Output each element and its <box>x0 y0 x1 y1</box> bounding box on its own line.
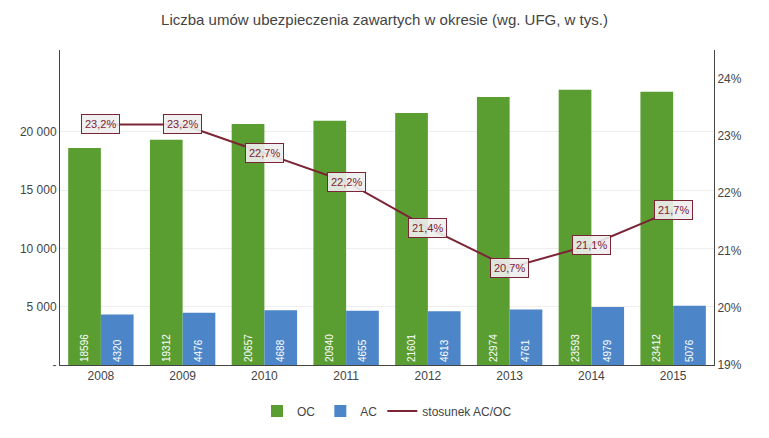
svg-text:22%: 22% <box>717 186 741 200</box>
svg-text:21601: 21601 <box>406 334 417 362</box>
svg-text:19312: 19312 <box>161 334 172 362</box>
svg-text:2012: 2012 <box>415 369 442 383</box>
svg-text:20%: 20% <box>717 301 741 315</box>
svg-text:2013: 2013 <box>496 369 523 383</box>
svg-text:22,7%: 22,7% <box>249 147 280 159</box>
svg-text:23412: 23412 <box>651 334 662 362</box>
svg-text:23,2%: 23,2% <box>85 118 116 130</box>
svg-text:23,2%: 23,2% <box>167 118 198 130</box>
svg-text:2010: 2010 <box>251 369 278 383</box>
svg-text:AC: AC <box>360 405 377 419</box>
svg-text:21,7%: 21,7% <box>658 204 689 216</box>
svg-text:OC: OC <box>297 405 315 419</box>
svg-text:4979: 4979 <box>602 339 613 362</box>
svg-text:4761: 4761 <box>520 339 531 362</box>
svg-text:-: - <box>53 358 57 372</box>
svg-text:4320: 4320 <box>112 339 123 362</box>
svg-text:4655: 4655 <box>357 339 368 362</box>
svg-text:5076: 5076 <box>684 339 695 362</box>
svg-text:23593: 23593 <box>570 334 581 362</box>
svg-text:21%: 21% <box>717 244 741 258</box>
svg-text:Liczba umów ubezpieczenia zawa: Liczba umów ubezpieczenia zawartych w ok… <box>161 11 608 28</box>
svg-text:20940: 20940 <box>324 334 335 362</box>
svg-text:4688: 4688 <box>275 339 286 362</box>
svg-text:15 000: 15 000 <box>20 183 57 197</box>
svg-text:4476: 4476 <box>193 339 204 362</box>
svg-text:2011: 2011 <box>333 369 359 383</box>
svg-text:18596: 18596 <box>79 334 90 362</box>
svg-text:22,2%: 22,2% <box>331 176 362 188</box>
svg-text:20 000: 20 000 <box>20 125 57 139</box>
svg-text:20657: 20657 <box>243 334 254 362</box>
svg-text:10 000: 10 000 <box>20 242 57 256</box>
svg-text:2009: 2009 <box>169 369 196 383</box>
svg-text:23%: 23% <box>717 129 741 143</box>
svg-text:21,1%: 21,1% <box>576 239 607 251</box>
svg-text:5 000: 5 000 <box>27 300 57 314</box>
svg-text:22974: 22974 <box>488 334 499 362</box>
svg-text:stosunek AC/OC: stosunek AC/OC <box>422 405 511 419</box>
svg-text:20,7%: 20,7% <box>494 262 525 274</box>
svg-text:19%: 19% <box>717 358 741 372</box>
svg-text:2014: 2014 <box>578 369 605 383</box>
svg-text:2008: 2008 <box>88 369 115 383</box>
svg-text:21,4%: 21,4% <box>412 222 443 234</box>
svg-text:4613: 4613 <box>439 339 450 362</box>
svg-text:2015: 2015 <box>660 369 687 383</box>
svg-text:24%: 24% <box>717 72 741 86</box>
